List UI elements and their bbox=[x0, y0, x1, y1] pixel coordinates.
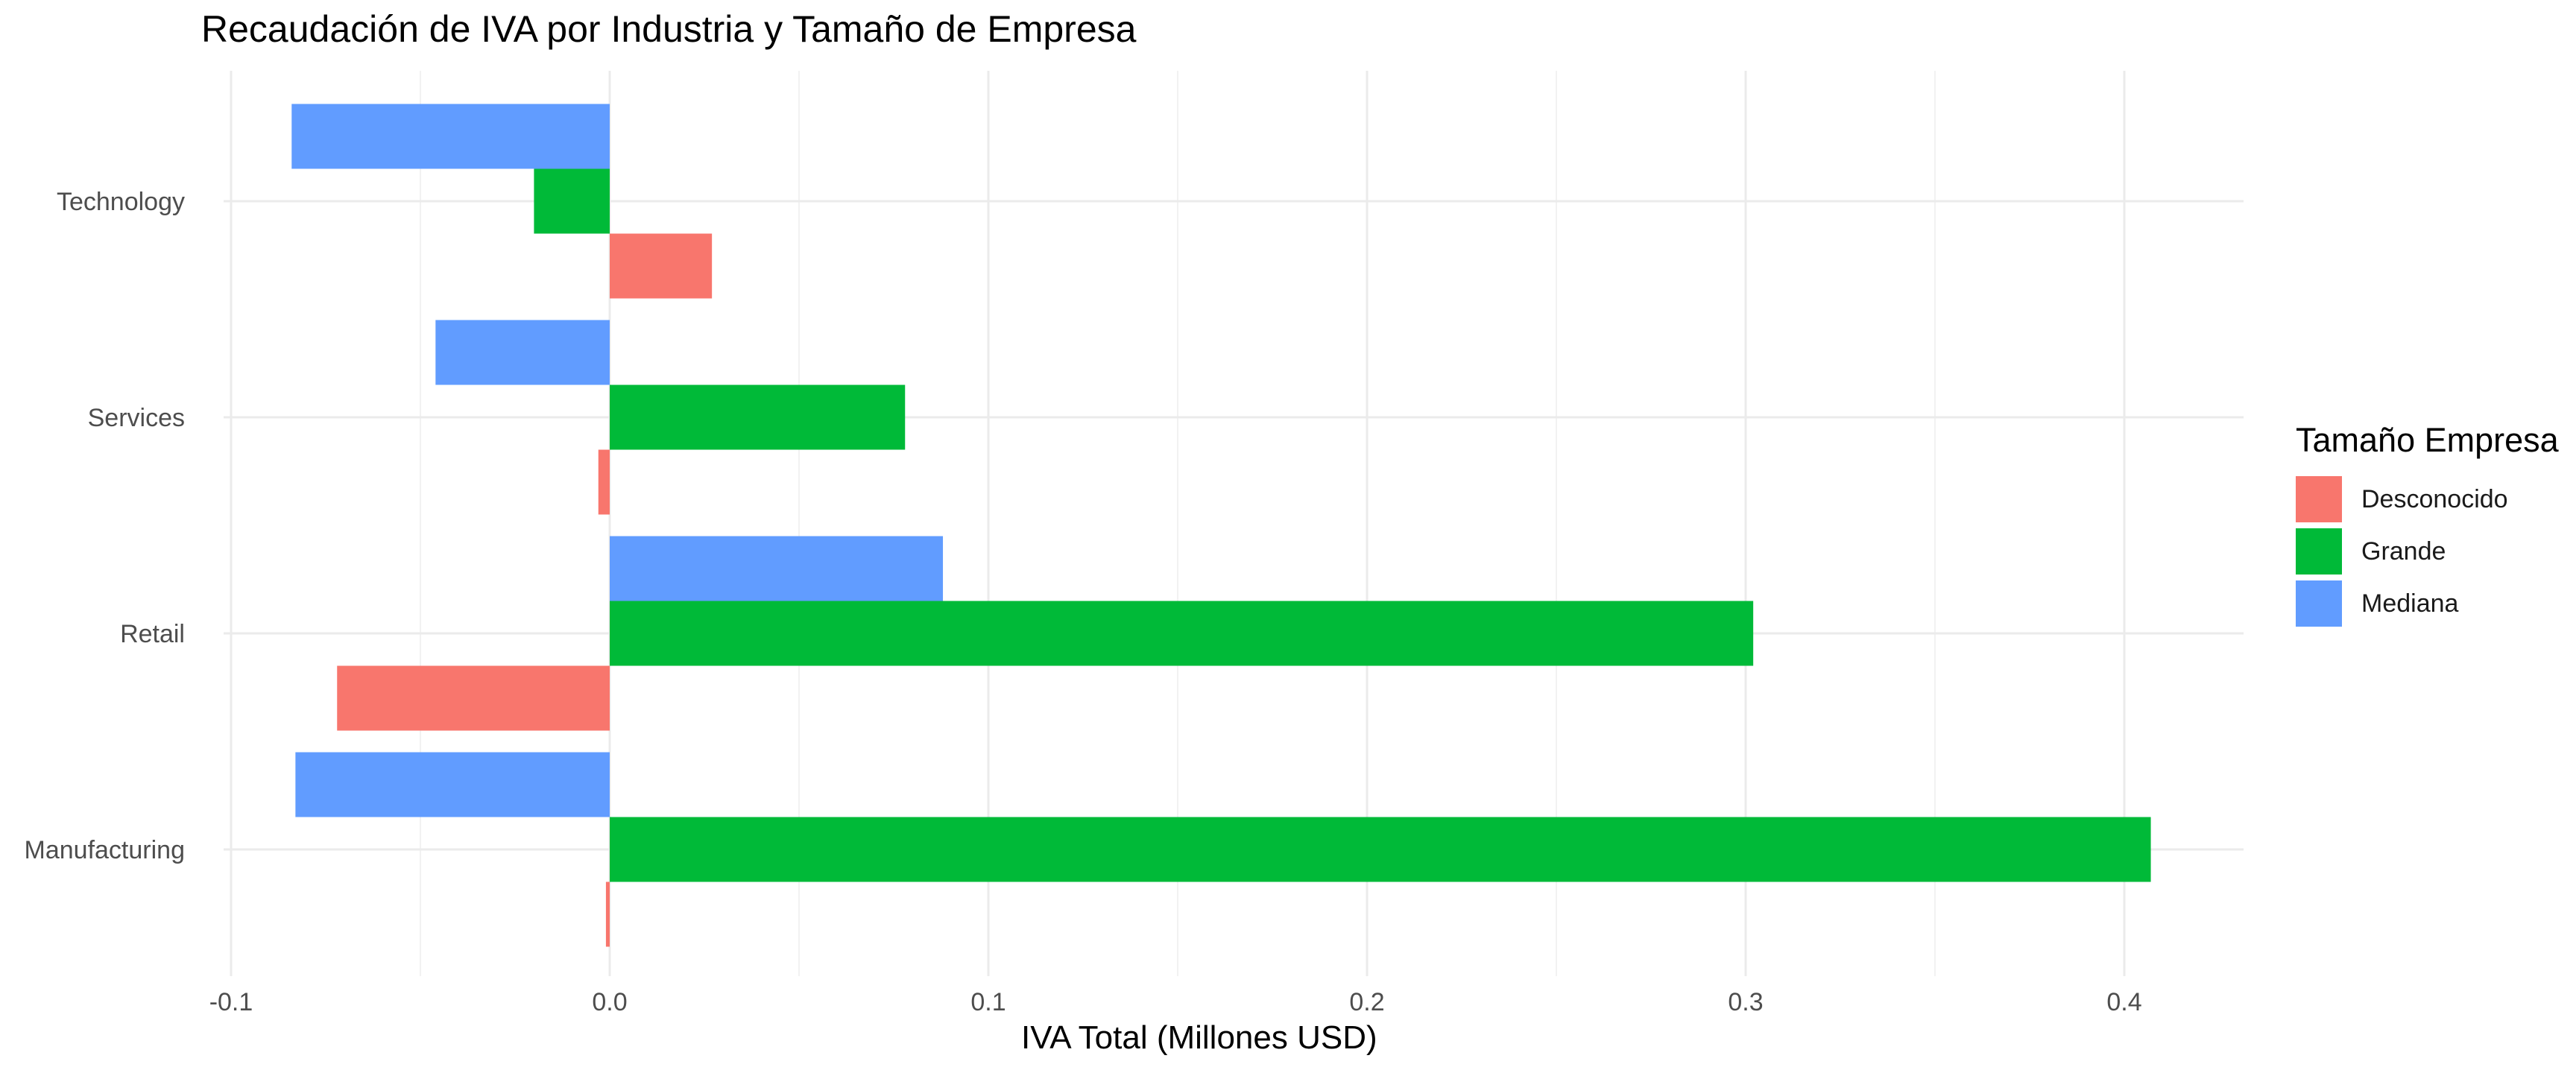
legend-label: Mediana bbox=[2361, 589, 2459, 618]
legend-key-grande bbox=[2296, 528, 2342, 575]
bar-grande-services bbox=[610, 384, 906, 450]
bar-desconocido-retail bbox=[337, 665, 610, 731]
bar-grande-manufacturing bbox=[610, 817, 2151, 882]
x-tick-label: 0.4 bbox=[2106, 988, 2141, 1016]
x-tick-labels: -0.1 0.0 0.1 0.2 0.3 0.4 bbox=[209, 988, 2142, 1016]
x-tick-label: 0.1 bbox=[970, 988, 1006, 1016]
legend-key-mediana bbox=[2296, 580, 2342, 627]
y-tick-label: Manufacturing bbox=[25, 836, 185, 864]
bar-mediana-services bbox=[435, 320, 610, 385]
bar-desconocido-technology bbox=[610, 233, 713, 299]
bar-desconocido-manufacturing bbox=[605, 881, 610, 947]
legend-title: Tamaño Empresa bbox=[2296, 421, 2559, 459]
legend-items: Desconocido Grande Mediana bbox=[2296, 473, 2559, 630]
bar-mediana-manufacturing bbox=[295, 752, 610, 817]
x-tick-label: 0.0 bbox=[592, 988, 627, 1016]
x-tick-label: 0.2 bbox=[1349, 988, 1384, 1016]
chart-title: Recaudación de IVA por Industria y Tamañ… bbox=[201, 8, 1137, 50]
x-tick-label: 0.3 bbox=[1728, 988, 1763, 1016]
bar-mediana-retail bbox=[610, 536, 944, 601]
bar-grande-retail bbox=[610, 601, 1754, 666]
x-axis-label: IVA Total (Millones USD) bbox=[1021, 1019, 1377, 1056]
y-tick-label: Retail bbox=[120, 620, 185, 648]
legend-key-desconocido bbox=[2296, 476, 2342, 522]
x-tick-label: -0.1 bbox=[209, 988, 253, 1016]
legend-item-mediana: Mediana bbox=[2296, 577, 2559, 630]
legend: Tamaño Empresa Desconocido Grande Mediana bbox=[2296, 421, 2559, 630]
y-tick-label: Technology bbox=[57, 188, 185, 216]
bar-grande-technology bbox=[534, 168, 610, 234]
bar-desconocido-services bbox=[598, 449, 610, 515]
legend-item-grande: Grande bbox=[2296, 525, 2559, 577]
legend-label: Desconocido bbox=[2361, 484, 2508, 513]
legend-label: Grande bbox=[2361, 536, 2446, 566]
y-tick-label: Services bbox=[88, 404, 185, 432]
legend-item-desconocido: Desconocido bbox=[2296, 473, 2559, 525]
bar-mediana-technology bbox=[291, 104, 610, 169]
bars bbox=[291, 104, 2151, 947]
y-tick-labels: Manufacturing Retail Services Technology bbox=[25, 188, 185, 864]
